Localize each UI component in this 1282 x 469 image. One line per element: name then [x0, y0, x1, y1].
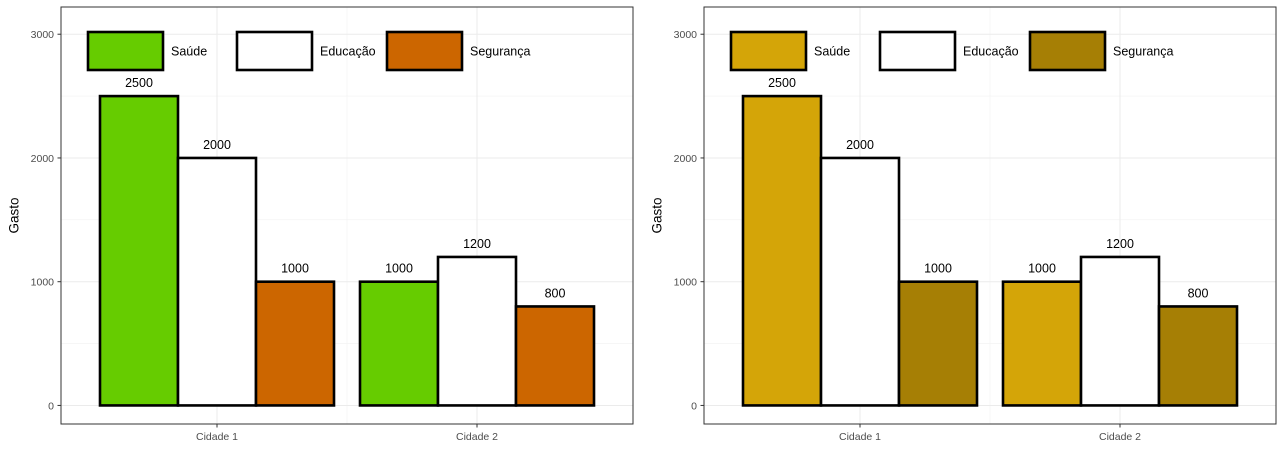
data-label: 800: [1188, 286, 1209, 300]
legend-key: [235, 30, 314, 72]
bars: 2500 2000 1000 1000 1200 800: [98, 76, 596, 407]
y-axis-title: Gasto: [7, 197, 22, 233]
bar: [1001, 280, 1083, 407]
legend-label: Educação: [320, 45, 376, 59]
data-label: 1000: [281, 262, 309, 276]
bar: [98, 94, 180, 407]
legend-label: Educação: [963, 45, 1019, 59]
bar: [819, 156, 901, 407]
bar: [254, 280, 336, 407]
bar: [358, 280, 440, 407]
legend-key: [385, 30, 464, 72]
y-axis: 0 1000 2000 3000 Gasto: [7, 29, 61, 412]
x-tick-label: Cidade 2: [1099, 431, 1141, 443]
x-tick-label: Cidade 2: [456, 431, 498, 443]
y-tick-label: 0: [48, 400, 54, 412]
legend-key: [729, 30, 808, 72]
x-axis: Cidade 1 Cidade 2: [196, 424, 498, 443]
legend-label: Segurança: [1113, 45, 1174, 59]
bar: [1157, 305, 1239, 407]
data-label: 1000: [385, 262, 413, 276]
chart-panel-1: 2500 2000 1000 1000 1200 800 Saúde Educação Segu…: [7, 6, 634, 443]
data-label: 1200: [1106, 237, 1134, 251]
bar: [1079, 255, 1161, 407]
x-tick-label: Cidade 1: [196, 431, 238, 443]
legend-label: Segurança: [470, 45, 531, 59]
y-axis: 0 1000 2000 3000 Gasto: [650, 29, 704, 412]
y-tick-label: 1000: [31, 277, 55, 289]
data-label: 2000: [846, 138, 874, 152]
data-label: 800: [545, 286, 566, 300]
panel-border: [60, 6, 634, 425]
legend-label: Saúde: [171, 45, 207, 59]
y-tick-label: 3000: [31, 29, 55, 41]
legend-label: Saúde: [814, 45, 850, 59]
y-tick-label: 2000: [674, 153, 698, 165]
legend-key: [878, 30, 957, 72]
legend: Saúde Educação Segurança: [86, 30, 531, 72]
bar: [436, 255, 518, 407]
y-tick-label: 0: [691, 400, 697, 412]
data-label: 2500: [768, 76, 796, 90]
data-label: 1000: [924, 262, 952, 276]
legend-key: [86, 30, 165, 72]
x-tick-label: Cidade 1: [839, 431, 881, 443]
bar: [514, 305, 596, 407]
x-axis: Cidade 1 Cidade 2: [839, 424, 1141, 443]
panel-border: [703, 6, 1277, 425]
data-label: 1000: [1028, 262, 1056, 276]
legend-key: [1028, 30, 1107, 72]
y-tick-label: 1000: [674, 277, 698, 289]
y-tick-label: 2000: [31, 153, 55, 165]
data-label: 2500: [125, 76, 153, 90]
bar: [741, 94, 823, 407]
y-tick-label: 3000: [674, 29, 698, 41]
chart-panel-2: 2500 2000 1000 1000 1200 800 Saúde Educação Segu…: [650, 6, 1277, 443]
bar: [897, 280, 979, 407]
bar: [176, 156, 258, 407]
data-label: 2000: [203, 138, 231, 152]
data-label: 1200: [463, 237, 491, 251]
bars: 2500 2000 1000 1000 1200 800: [741, 76, 1239, 407]
y-axis-title: Gasto: [650, 197, 665, 233]
legend: Saúde Educação Segurança: [729, 30, 1174, 72]
